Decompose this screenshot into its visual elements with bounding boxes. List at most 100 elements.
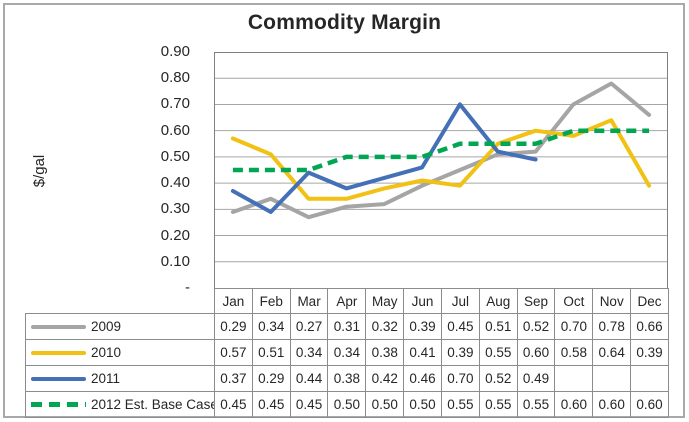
value-cell-2012-est-base-case-apr: 0.50 xyxy=(327,391,367,418)
month-header-nov: Nov xyxy=(592,288,632,314)
data-table: Jan Feb Mar Apr May Jun Jul Aug Sep Oct Nov Dec 2009… xyxy=(25,288,669,418)
table-corner-cell xyxy=(26,289,215,314)
value-cell-2012-est-base-case-feb: 0.45 xyxy=(251,391,291,418)
value-cell-2011-mar: 0.44 xyxy=(289,365,329,392)
series-line-2009 xyxy=(230,81,652,220)
value-cell-2010-sep: 0.60 xyxy=(516,339,556,366)
value-cell-2011-aug: 0.52 xyxy=(478,365,518,392)
month-header-jan: Jan xyxy=(214,288,253,314)
value-cell-2010-feb: 0.51 xyxy=(251,339,291,366)
value-cell-2010-dec: 0.39 xyxy=(630,339,669,366)
series-line-2010 xyxy=(230,118,652,201)
legend-swatch-2011 xyxy=(31,376,86,381)
value-cell-2012-est-base-case-jul: 0.55 xyxy=(440,391,480,418)
value-cell-2011-may: 0.42 xyxy=(365,365,405,392)
y-tick-label: 0.10 xyxy=(160,252,190,270)
y-tick-label: 0.50 xyxy=(160,147,190,165)
series-label-2011: 2011 xyxy=(91,371,121,386)
y-tick-label: 0.60 xyxy=(160,121,190,139)
value-cell-2009-oct: 0.70 xyxy=(554,313,594,340)
y-axis-title: $/gal xyxy=(31,154,48,188)
plot-area xyxy=(214,52,668,288)
y-tick-label: 0.80 xyxy=(160,69,190,87)
legend-swatch-2010 xyxy=(31,350,86,355)
value-cell-2011-oct xyxy=(554,365,594,392)
value-cell-2009-jun: 0.39 xyxy=(403,313,442,340)
value-cell-2011-sep: 0.49 xyxy=(516,365,556,392)
value-cell-2011-dec xyxy=(630,365,669,392)
month-header-may: May xyxy=(365,288,405,314)
value-cell-2010-mar: 0.34 xyxy=(289,339,329,366)
series-label-2010: 2010 xyxy=(91,345,122,360)
value-cell-2009-jul: 0.45 xyxy=(440,313,480,340)
value-cell-2012-est-base-case-nov: 0.60 xyxy=(592,391,632,418)
value-cell-2009-apr: 0.31 xyxy=(327,313,367,340)
legend-cell-2011: 2011 xyxy=(25,365,215,392)
value-cell-2010-nov: 0.64 xyxy=(592,339,632,366)
value-cell-2011-nov xyxy=(592,365,632,392)
month-header-apr: Apr xyxy=(327,288,367,314)
y-tick-label: - xyxy=(185,279,190,296)
y-tick-label: 0.90 xyxy=(160,43,190,60)
legend-key: 2011 xyxy=(27,371,214,386)
table-row-2012-est-base-case: 2012 Est. Base Case 0.45 0.45 0.45 0.50 0.50 0… xyxy=(25,391,669,418)
series-label-2012-est-base-case: 2012 Est. Base Case xyxy=(91,397,215,412)
y-tick-label: 0.30 xyxy=(160,200,190,218)
value-cell-2012-est-base-case-jun: 0.50 xyxy=(403,391,442,418)
legend-swatch-2009 xyxy=(31,324,86,329)
y-tick-label: 0.40 xyxy=(160,174,190,192)
value-cell-2009-feb: 0.34 xyxy=(251,313,291,340)
value-cell-2009-dec: 0.66 xyxy=(630,313,669,340)
value-cell-2012-est-base-case-jan: 0.45 xyxy=(214,391,253,418)
month-header-mar: Mar xyxy=(289,288,329,314)
chart-title: Commodity Margin xyxy=(247,11,442,34)
legend-key: 2010 xyxy=(27,345,214,360)
month-header-aug: Aug xyxy=(478,288,518,314)
month-header-feb: Feb xyxy=(251,288,291,314)
series-line-2011 xyxy=(230,102,538,214)
table-row-2010: 2010 0.57 0.51 0.34 0.34 0.38 0.41 0.39 0.55 0.60… xyxy=(25,339,669,366)
value-cell-2010-jul: 0.39 xyxy=(440,339,480,366)
value-cell-2012-est-base-case-oct: 0.60 xyxy=(554,391,594,418)
value-cell-2010-jun: 0.41 xyxy=(403,339,442,366)
value-cell-2010-jan: 0.57 xyxy=(214,339,253,366)
value-cell-2012-est-base-case-may: 0.50 xyxy=(365,391,405,418)
value-cell-2009-may: 0.32 xyxy=(365,313,405,340)
month-header-jul: Jul xyxy=(440,288,480,314)
series-label-2009: 2009 xyxy=(91,319,122,334)
legend-key: 2012 Est. Base Case xyxy=(27,397,215,412)
month-header-oct: Oct xyxy=(554,288,594,314)
legend-cell-2009: 2009 xyxy=(25,313,215,340)
value-cell-2012-est-base-case-dec: 0.60 xyxy=(630,391,669,418)
value-cell-2010-may: 0.38 xyxy=(365,339,405,366)
value-cell-2011-jan: 0.37 xyxy=(214,365,253,392)
value-cell-2009-sep: 0.52 xyxy=(516,313,556,340)
value-cell-2009-aug: 0.51 xyxy=(478,313,518,340)
table-header-row: Jan Feb Mar Apr May Jun Jul Aug Sep Oct Nov Dec xyxy=(26,288,669,314)
value-cell-2012-est-base-case-aug: 0.55 xyxy=(478,391,518,418)
value-cell-2010-aug: 0.55 xyxy=(478,339,518,366)
value-cell-2011-jul: 0.70 xyxy=(440,365,480,392)
y-tick-label: 0.70 xyxy=(160,95,190,113)
value-cell-2012-est-base-case-mar: 0.45 xyxy=(289,391,329,418)
value-cell-2010-oct: 0.58 xyxy=(554,339,594,366)
month-header-dec: Dec xyxy=(630,288,669,314)
series-line-2012-est-base-case xyxy=(232,128,650,173)
legend-key: 2009 xyxy=(27,319,214,334)
legend-swatch-2012-est-base-case xyxy=(31,402,86,407)
value-cell-2012-est-base-case-sep: 0.55 xyxy=(516,391,556,418)
table-body: Jan Feb Mar Apr May Jun Jul Aug Sep Oct Nov Dec 2009… xyxy=(25,288,669,418)
value-cell-2011-feb: 0.29 xyxy=(251,365,291,392)
value-cell-2011-apr: 0.38 xyxy=(327,365,367,392)
value-cell-2009-nov: 0.78 xyxy=(592,313,632,340)
legend-cell-2012-est-base-case: 2012 Est. Base Case xyxy=(25,391,215,418)
value-cell-2009-jan: 0.29 xyxy=(214,313,253,340)
y-tick-label: 0.20 xyxy=(160,226,190,244)
value-cell-2010-apr: 0.34 xyxy=(327,339,367,366)
month-header-sep: Sep xyxy=(516,288,556,314)
legend-cell-2010: 2010 xyxy=(25,339,215,366)
value-cell-2009-mar: 0.27 xyxy=(289,313,329,340)
month-header-jun: Jun xyxy=(403,288,442,314)
table-row-2009: 2009 0.29 0.34 0.27 0.31 0.32 0.39 0.45 0.51 0.52… xyxy=(25,313,669,340)
